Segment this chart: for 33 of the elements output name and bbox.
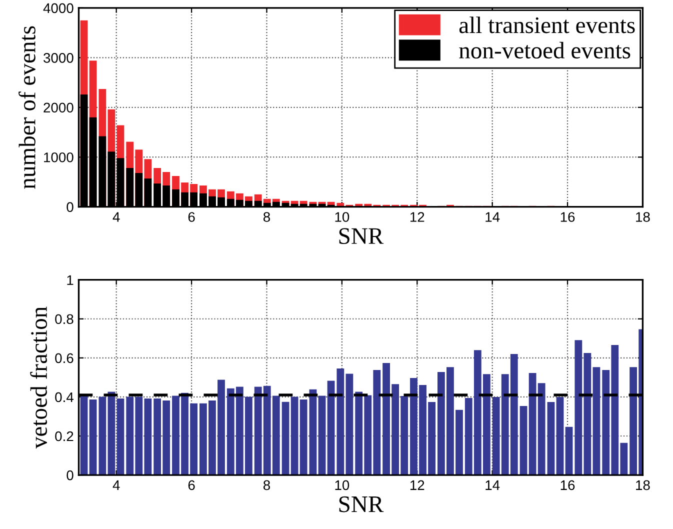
x-tick-label: 10 <box>335 480 350 490</box>
y-axis-title: number of events <box>18 26 36 189</box>
y-tick-label: 0 <box>66 470 74 480</box>
x-tick-label: 12 <box>410 212 424 222</box>
y-tick-label: 4000 <box>43 3 74 14</box>
y-axis-title: vetoed fraction <box>30 306 47 449</box>
y-tick-label: 1 <box>67 275 74 285</box>
x-tick-label: 8 <box>263 480 270 490</box>
x-tick-label: 4 <box>112 480 120 490</box>
x-tick-label: 16 <box>560 212 575 222</box>
x-tick-label: 14 <box>486 212 500 222</box>
x-tick-label: 12 <box>410 480 424 490</box>
y-tick-label: 0 <box>66 202 74 212</box>
legend-label: non-vetoed events <box>459 42 630 59</box>
y-tick-label: 1000 <box>44 152 74 162</box>
x-axis-title: SNR <box>339 228 384 244</box>
x-tick-label: 4 <box>112 212 120 222</box>
x-tick-label: 10 <box>335 212 350 222</box>
x-tick-label: 8 <box>263 212 270 222</box>
y-tick-label: 0.2 <box>55 431 74 442</box>
x-tick-label: 14 <box>486 480 500 490</box>
y-tick-label: 0.6 <box>55 353 74 364</box>
y-tick-label: 3000 <box>44 52 74 63</box>
x-tick-label: 18 <box>636 212 650 222</box>
y-tick-label: 0.8 <box>55 314 74 324</box>
x-tick-label: 18 <box>636 480 650 490</box>
y-tick-label: 2000 <box>44 102 74 113</box>
legend-label: all transient events <box>459 16 635 34</box>
y-tick-label: 0.4 <box>55 392 74 402</box>
x-tick-label: 6 <box>188 212 195 222</box>
x-tick-label: 16 <box>560 480 575 490</box>
x-tick-label: 6 <box>188 480 195 490</box>
x-axis-title: SNR <box>339 496 384 512</box>
